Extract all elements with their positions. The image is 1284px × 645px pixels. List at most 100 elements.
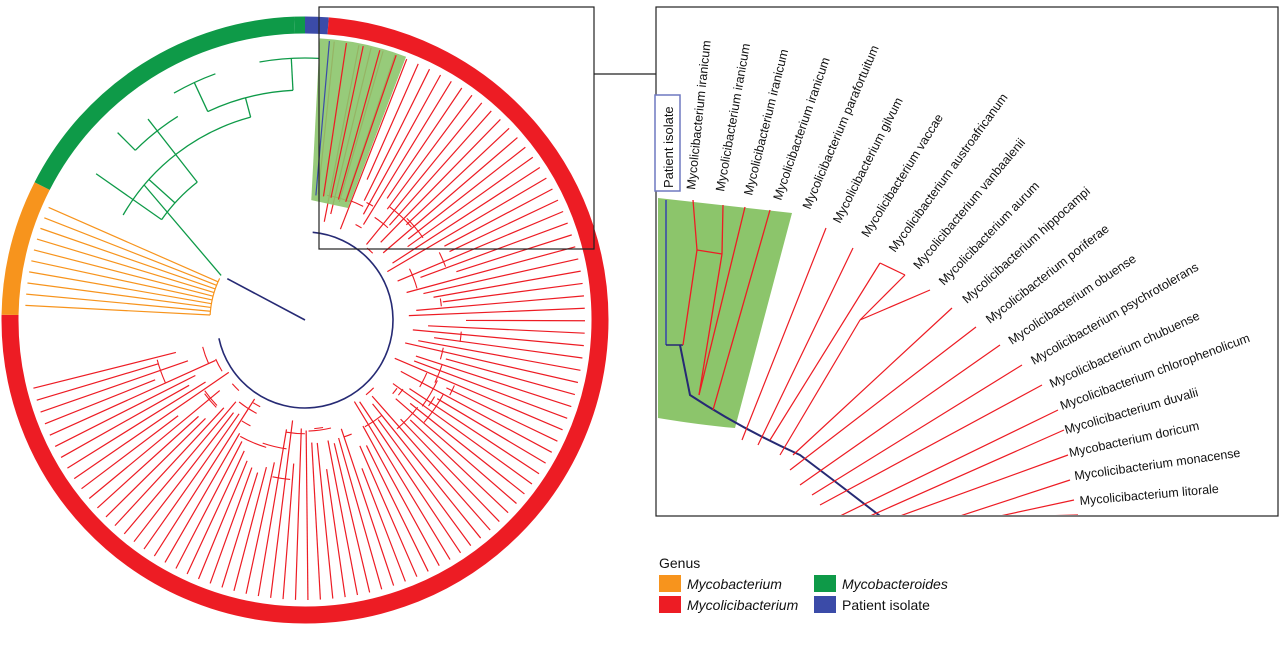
tree-leaf-branch bbox=[305, 430, 309, 600]
zoom-source-box bbox=[318, 6, 595, 250]
zoom-branch bbox=[682, 249, 698, 346]
tree-leaf-branch bbox=[433, 270, 581, 298]
genus-legend: Genus Mycobacterium Mycobacteroides Myco… bbox=[659, 555, 974, 613]
tree-leaf-branch bbox=[44, 379, 156, 425]
tree-leaf-branch bbox=[359, 401, 462, 554]
tree-leaf-branch bbox=[366, 63, 419, 180]
ring-segment bbox=[304, 16, 329, 35]
tree-leaf-branch bbox=[456, 234, 572, 273]
tree-leaf-branch bbox=[363, 68, 431, 201]
patient-isolate-label: Patient isolate bbox=[661, 106, 676, 188]
tree-internal-arc bbox=[364, 414, 383, 428]
tree-leaf-branch bbox=[338, 437, 383, 590]
tree-internal-arc bbox=[215, 358, 223, 372]
tree-internal-arc bbox=[374, 216, 389, 229]
tree-leaf-branch bbox=[416, 295, 585, 311]
highlighted-clade-wedge bbox=[311, 38, 407, 208]
tree-leaf-branch bbox=[442, 282, 583, 303]
tree-leaf-branch bbox=[60, 384, 190, 458]
tree-leaf-branch bbox=[31, 260, 213, 301]
tree-leaf-branch bbox=[449, 199, 559, 253]
legend-item-mycobacteroides: Mycobacteroides bbox=[814, 575, 974, 592]
tree-internal-arc bbox=[239, 435, 267, 448]
tree-internal-arc bbox=[396, 406, 419, 430]
tree-leaf-branch bbox=[245, 462, 275, 594]
zoom-branch bbox=[961, 479, 1071, 515]
tree-internal-arc bbox=[459, 331, 462, 342]
tree-leaf-branch bbox=[395, 398, 517, 504]
legend-item-mycolicibacterium: Mycolicibacterium bbox=[659, 596, 814, 613]
tree-leaf-branch bbox=[333, 443, 371, 593]
tree-internal-arc bbox=[252, 402, 261, 408]
tree-internal-arc bbox=[204, 390, 218, 406]
zoom-branch bbox=[712, 209, 771, 411]
zoom-branch bbox=[741, 227, 827, 441]
tree-leaf-branch bbox=[405, 342, 579, 384]
legend-label: Patient isolate bbox=[842, 596, 930, 613]
tree-internal-arc bbox=[389, 206, 412, 228]
zoom-branch bbox=[859, 274, 906, 321]
tree-leaf-branch bbox=[221, 472, 259, 588]
zoom-branch bbox=[779, 319, 861, 456]
tree-leaf-branch bbox=[397, 210, 564, 282]
tree-internal-arc bbox=[419, 372, 428, 388]
zoom-branch bbox=[840, 409, 1059, 515]
tree-leaf-branch bbox=[257, 429, 288, 597]
tree-leaf-branch bbox=[330, 45, 364, 198]
legend-item-patient-isolate: Patient isolate bbox=[814, 596, 974, 613]
tree-leaf-branch bbox=[27, 282, 211, 309]
tree-leaf-branch bbox=[316, 442, 334, 599]
tree-leaf-branch bbox=[197, 460, 248, 580]
tree-internal-arc bbox=[408, 268, 418, 289]
tree-internal-arc bbox=[349, 199, 364, 207]
tree-leaf-branch bbox=[392, 383, 533, 485]
tree-leaf-branch bbox=[386, 87, 463, 199]
tree-leaf-branch bbox=[117, 132, 136, 151]
tree-internal-arc bbox=[207, 89, 293, 113]
tree-internal-arc bbox=[392, 387, 398, 395]
tree-leaf-branch bbox=[26, 293, 211, 312]
tree-leaf-branch bbox=[322, 42, 347, 197]
tree-leaf-branch bbox=[290, 58, 294, 91]
tree-internal-arc bbox=[421, 380, 438, 407]
tree-internal-arc bbox=[449, 385, 455, 396]
tree-internal-arc bbox=[231, 383, 240, 392]
zoom-branch bbox=[757, 247, 854, 446]
tree-internal-arc bbox=[262, 442, 287, 450]
tree-leaf-branch bbox=[434, 337, 583, 359]
legend-swatch bbox=[814, 575, 836, 592]
tree-internal-arc bbox=[439, 347, 444, 360]
zoom-branch bbox=[692, 199, 698, 251]
tree-leaf-branch bbox=[400, 418, 500, 523]
tree-leaf-branch bbox=[394, 357, 563, 431]
tree-leaf-branch bbox=[380, 119, 501, 243]
ring-segment bbox=[1, 182, 50, 316]
tree-leaf-branch bbox=[345, 55, 397, 203]
tree-internal-arc bbox=[272, 476, 291, 480]
tree-leaf-branch bbox=[311, 442, 321, 600]
zoom-branch bbox=[1001, 499, 1075, 515]
zoom-branch bbox=[696, 249, 723, 255]
tree-leaf-branch bbox=[133, 412, 234, 543]
tree-leaf-branch bbox=[340, 428, 395, 586]
zoom-branch bbox=[900, 454, 1069, 515]
ring-segment bbox=[1, 17, 609, 624]
zoom-branch bbox=[769, 262, 881, 441]
tree-leaf-branch bbox=[372, 403, 482, 539]
tree-leaf-branch bbox=[436, 398, 546, 464]
tree-leaf-branch bbox=[114, 407, 225, 527]
circular-tree bbox=[25, 38, 586, 600]
tree-internal-arc bbox=[241, 420, 251, 427]
tree-leaf-branch bbox=[40, 227, 216, 290]
tree-leaf-branch bbox=[33, 249, 214, 297]
tree-leaf-branch bbox=[105, 418, 206, 518]
tree-leaf-branch bbox=[81, 415, 179, 490]
tree-leaf-branch bbox=[44, 217, 217, 286]
tree-leaf-branch bbox=[377, 419, 472, 547]
tree-leaf-branch bbox=[193, 82, 209, 112]
tree-leaf-branch bbox=[326, 469, 346, 598]
tree-leaf-branch bbox=[392, 166, 541, 264]
zoom-panel: Mycolicibacterium iranicum Mycolicibacter… bbox=[654, 6, 1279, 517]
tree-leaf-branch bbox=[123, 401, 237, 535]
